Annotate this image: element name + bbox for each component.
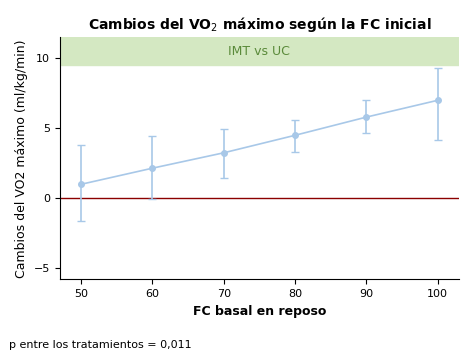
Text: p entre los tratamientos = 0,011: p entre los tratamientos = 0,011: [9, 341, 192, 350]
Title: Cambios del VO$_2$ máximo según la FC inicial: Cambios del VO$_2$ máximo según la FC in…: [88, 15, 431, 34]
X-axis label: FC basal en reposo: FC basal en reposo: [192, 305, 326, 318]
Bar: [60, 37, 459, 65]
Y-axis label: Cambios del VO2 máximo (ml/kg/min): Cambios del VO2 máximo (ml/kg/min): [15, 39, 28, 278]
Text: IMT vs UC: IMT vs UC: [228, 45, 290, 58]
